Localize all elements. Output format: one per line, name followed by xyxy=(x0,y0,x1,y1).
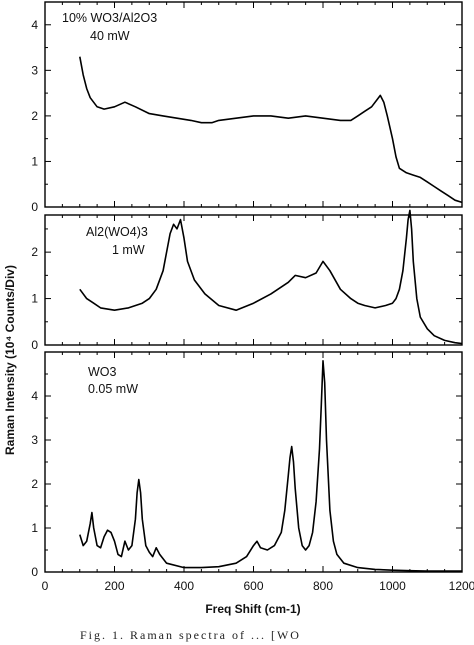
panel-label-line2: 1 mW xyxy=(112,243,145,257)
panel-label-line1: 10% WO3/Al2O3 xyxy=(62,11,157,25)
y-tick-label: 3 xyxy=(31,63,38,77)
y-tick-label: 4 xyxy=(31,18,38,32)
y-tick-label: 3 xyxy=(31,433,38,447)
y-tick-label: 0 xyxy=(31,338,38,352)
panel-label-line1: Al2(WO4)3 xyxy=(86,225,148,239)
x-tick-label: 800 xyxy=(313,579,333,593)
panel-wo3: WO3 0.05 mW 0 1 2 3 4 xyxy=(31,351,463,579)
x-axis-ticks: 0 200 400 600 800 1000 1200 xyxy=(42,579,474,593)
x-tick-label: 0 xyxy=(42,579,49,593)
y-axis-title: Raman Intensity (10⁴ Counts/Div) xyxy=(3,265,17,455)
panel-aluminum-tungstate: Al2(WO4)3 1 mW 0 1 2 xyxy=(31,209,463,352)
caption-fragment: Fig. 1. Raman spectra of ... [WO xyxy=(80,628,301,642)
x-tick-label: 1200 xyxy=(449,579,474,593)
spectrum-line xyxy=(79,359,462,572)
spectrum-line xyxy=(79,209,463,345)
y-tick-label: 4 xyxy=(31,389,38,403)
y-tick-label: 0 xyxy=(31,565,38,579)
y-tick-label: 2 xyxy=(31,109,38,123)
y-tick-label: 1 xyxy=(31,292,38,306)
y-tick-label: 0 xyxy=(31,200,38,214)
y-tick-label: 1 xyxy=(31,154,38,168)
panel-wo3-alumina: 10% WO3/Al2O3 40 mW 0 1 2 3 4 xyxy=(31,1,463,214)
panel-label-line2: 40 mW xyxy=(90,29,130,43)
x-tick-label: 400 xyxy=(174,579,194,593)
y-tick-label: 2 xyxy=(31,477,38,491)
spectrum-line xyxy=(79,56,463,204)
x-tick-label: 600 xyxy=(243,579,263,593)
x-tick-label: 1000 xyxy=(379,579,406,593)
panel-label-line2: 0.05 mW xyxy=(88,382,138,396)
panel-label-line1: WO3 xyxy=(88,365,117,379)
x-tick-label: 200 xyxy=(104,579,124,593)
y-tick-label: 1 xyxy=(31,521,38,535)
x-axis-title: Freq Shift (cm-1) xyxy=(205,602,300,616)
y-tick-label: 2 xyxy=(31,245,38,259)
